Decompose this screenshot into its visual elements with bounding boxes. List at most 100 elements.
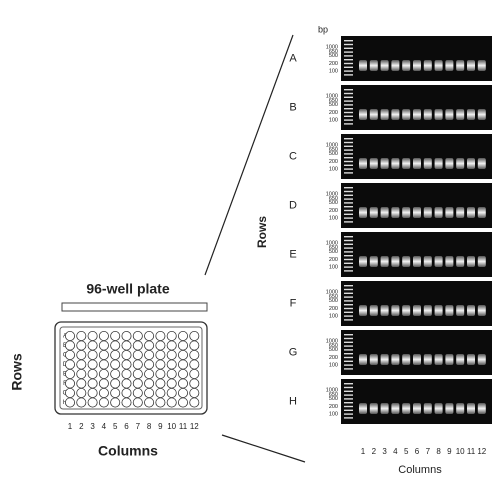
well [155,359,166,370]
ladder-band [344,383,353,385]
ladder-label: 100 [329,314,338,320]
ladder-band [344,341,353,343]
well [65,368,76,379]
gel-column-label: 5 [404,447,409,456]
ladder-label: 500 [329,347,338,353]
gel-image [341,379,492,424]
ladder-band [344,89,353,91]
ladder-band [344,104,353,106]
plate-row-label: H [63,400,67,406]
gel-row-label: A [289,52,297,64]
well [166,378,177,389]
ladder-band [344,386,353,389]
sample-band [391,305,400,316]
well [132,387,143,398]
sample-band [477,305,486,316]
gel-column-label: 3 [382,447,387,456]
ladder-band [344,258,353,261]
ladder-band [344,213,353,215]
well [98,378,109,389]
ladder-label: 200 [329,306,338,312]
ladder-label: 1000 [326,289,338,295]
sample-band [359,60,367,71]
ladder-band [344,190,353,193]
sample-band [380,305,389,316]
sample-band [380,256,389,267]
well [132,340,143,351]
plate-column-label: 11 [179,422,188,431]
well [144,340,155,351]
sample-band [467,256,475,267]
well [166,397,177,408]
ladder-label: 1000 [326,338,338,344]
well [98,349,109,360]
well [98,340,109,351]
sample-band [456,158,465,169]
sample-band [369,109,378,120]
sample-band [380,354,389,365]
ladder-band [344,62,353,65]
plate-column-label: 6 [124,422,129,431]
gel-column-label: 1 [361,447,366,456]
ladder-band [344,360,353,362]
plate-column-label: 3 [90,422,95,431]
well [189,340,200,351]
ladder-band [344,111,353,114]
well [132,378,143,389]
sample-band [423,403,432,414]
ladder-label: 200 [329,110,338,116]
plate-row-axis: Rows [9,353,25,391]
well [121,397,132,408]
ladder-band [344,334,353,336]
ladder-label: 200 [329,208,338,214]
ladder-band [344,292,353,294]
well [166,340,177,351]
ladder-label: 1000 [326,142,338,148]
ladder-band [344,115,353,117]
sample-band [423,109,432,120]
ladder-label: 100 [329,69,338,75]
ladder-band [344,417,353,419]
plate-title: 96-well plate [86,281,169,297]
sample-band [477,403,486,414]
sample-band [456,305,465,316]
sample-band [359,305,367,316]
plate-column-label: 1 [68,422,73,431]
ladder-band [344,413,353,415]
sample-band [423,354,432,365]
ladder-label: 500 [329,298,338,304]
well [110,359,121,370]
ladder-label: 100 [329,216,338,222]
sample-band [369,256,378,267]
ladder-label: 100 [329,412,338,418]
sample-band [380,158,389,169]
well [177,359,188,370]
sample-band [369,60,378,71]
ladder-band [344,266,353,268]
ladder-band [344,394,353,396]
well [166,387,177,398]
well [110,349,121,360]
sample-band [456,207,465,218]
plate-column-label: 10 [167,422,176,431]
well [132,359,143,370]
sample-band [369,354,378,365]
plate-column-label: 12 [190,422,199,431]
ladder-band [344,311,353,313]
ladder-label: 650 [329,49,338,55]
gel-column-label: 8 [436,447,441,456]
sample-band [477,158,486,169]
well [87,359,98,370]
well [87,397,98,408]
ladder-band [344,402,353,404]
well [166,368,177,379]
sample-band [391,207,400,218]
ladder-band [344,123,353,125]
well [189,349,200,360]
ladder-band [344,202,353,204]
ladder-label: 650 [329,392,338,398]
ladder-band [344,43,353,46]
sample-band [402,109,411,120]
ladder-label: 100 [329,265,338,271]
